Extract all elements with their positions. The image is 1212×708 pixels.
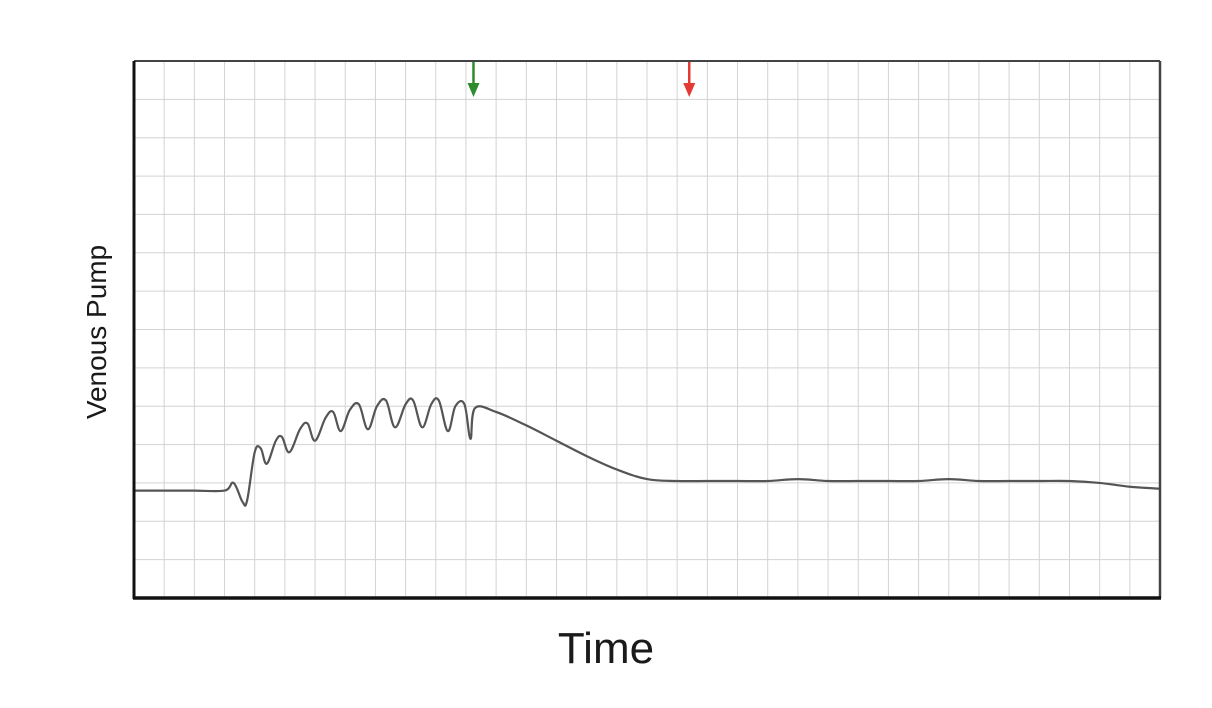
data-point: [233, 482, 234, 483]
data-point: [333, 411, 334, 412]
data-point: [677, 480, 678, 481]
x-axis-label: Time: [558, 624, 654, 673]
data-point: [470, 438, 471, 439]
data-point: [918, 480, 919, 481]
data-point: [275, 440, 276, 441]
data-point: [281, 436, 282, 437]
event-marker-head: [683, 83, 696, 97]
data-point: [358, 404, 359, 405]
data-point: [413, 400, 414, 401]
data-point: [260, 448, 261, 449]
data-point: [1099, 482, 1100, 483]
data-point: [455, 406, 456, 407]
data-point: [474, 408, 475, 409]
data-point: [888, 480, 889, 481]
data-point: [827, 480, 828, 481]
data-point: [767, 480, 768, 481]
data-point: [948, 478, 949, 479]
data-point: [307, 423, 308, 424]
data-point: [737, 480, 738, 481]
data-point: [376, 406, 377, 407]
data-point: [1129, 486, 1130, 487]
data-point: [707, 480, 708, 481]
event-marker-arrow: [467, 61, 480, 97]
data-point: [164, 490, 165, 491]
data-point: [556, 440, 557, 441]
plot-frame: [132, 60, 1162, 600]
data-point: [1069, 480, 1070, 481]
data-point: [431, 404, 432, 405]
data-point: [266, 463, 267, 464]
data-point: [405, 404, 406, 405]
data-point: [254, 452, 255, 453]
data-point: [526, 425, 527, 426]
marker-layer: [467, 61, 696, 97]
data-point: [978, 480, 979, 481]
data-point: [349, 409, 350, 410]
event-marker-arrow: [683, 61, 696, 97]
data-point: [325, 417, 326, 418]
data-point: [1039, 480, 1040, 481]
data-point: [247, 500, 248, 501]
grid: [133, 60, 1161, 599]
data-point: [797, 478, 798, 479]
data-point: [224, 490, 225, 491]
data-point: [438, 400, 439, 401]
data-point: [194, 490, 195, 491]
data-point: [646, 478, 647, 479]
data-point: [464, 404, 465, 405]
data-point: [314, 440, 315, 441]
data-point: [394, 427, 395, 428]
data-point: [289, 452, 290, 453]
data-point: [586, 455, 587, 456]
event-marker-head: [467, 83, 480, 97]
data-point: [447, 431, 448, 432]
data-point: [340, 431, 341, 432]
data-point: [242, 502, 243, 503]
y-axis-label: Venous Pump: [81, 245, 112, 419]
data-point: [496, 411, 497, 412]
series-layer: [132, 397, 1162, 507]
series-line-0: [132, 397, 1162, 507]
data-point: [1009, 480, 1010, 481]
data-point: [385, 400, 386, 401]
data-point: [616, 469, 617, 470]
data-point: [858, 480, 859, 481]
data-point: [299, 429, 300, 430]
data-point: [367, 429, 368, 430]
data-point: [422, 427, 423, 428]
